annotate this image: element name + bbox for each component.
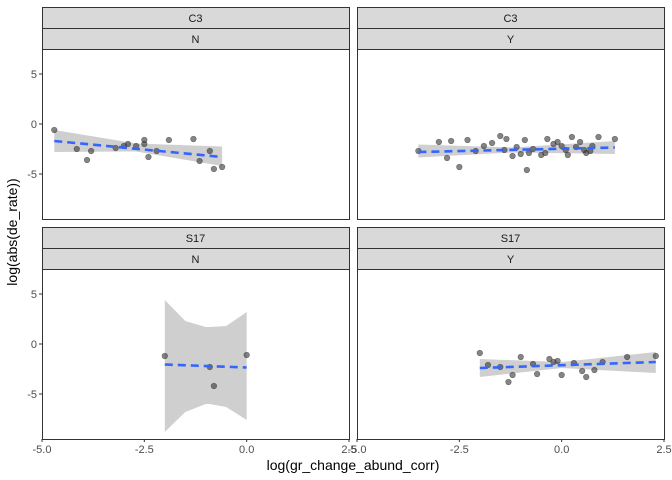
data-point [484, 361, 492, 369]
data-point [448, 137, 455, 145]
data-point [141, 136, 148, 144]
facet-strip-label: C3 [188, 13, 202, 25]
data-point [554, 357, 561, 365]
facet-panel: C3 N -5 0 5 [27, 7, 350, 220]
data-point [51, 126, 58, 134]
panel-border [357, 49, 665, 220]
plot-area [357, 269, 665, 440]
data-point [611, 135, 618, 143]
y-tick-label: -5 [27, 389, 37, 401]
data-point [521, 136, 528, 144]
data-point [190, 135, 197, 143]
fit-line [418, 146, 615, 154]
x-axis-title: log(gr_change_abund_corr) [267, 457, 440, 473]
panel-border [42, 269, 350, 440]
data-point [456, 163, 463, 171]
data-point [564, 151, 571, 159]
data-point [443, 154, 451, 162]
data-point [595, 133, 602, 141]
y-tick-label: 5 [31, 289, 37, 301]
data-point [523, 166, 530, 174]
data-point [464, 136, 471, 144]
data-point [83, 156, 91, 164]
panel-border [42, 49, 350, 220]
facet-strip-label: S17 [501, 233, 521, 245]
data-point [652, 352, 659, 360]
data-point [517, 150, 524, 158]
data-point [210, 382, 218, 390]
facet-strip-label: C3 [503, 13, 517, 25]
data-point [624, 353, 631, 361]
y-tick-label: -5 [27, 169, 37, 181]
data-point [509, 371, 516, 379]
x-tick-label: 2.5 [341, 444, 356, 456]
data-point [488, 139, 496, 147]
data-point [554, 138, 561, 146]
data-point [544, 135, 551, 143]
facet-panel: C3 Y [357, 7, 665, 220]
data-point [517, 353, 524, 361]
y-tick-label: 0 [31, 339, 37, 351]
data-point [583, 373, 590, 381]
x-tick-label: -2.5 [450, 444, 469, 456]
data-point [529, 145, 537, 153]
x-tick-label: 0.0 [239, 444, 254, 456]
data-point [542, 149, 549, 157]
data-point [591, 366, 598, 374]
fit-line [54, 139, 223, 159]
data-point [219, 163, 226, 171]
data-point [579, 367, 586, 375]
data-point [145, 153, 152, 161]
facet-strip-label: N [192, 34, 200, 46]
data-point [534, 370, 541, 378]
facet-strip-label: Y [507, 34, 515, 46]
x-tick-label: -5.0 [348, 444, 367, 456]
y-axis-title: log(abs(de_rate)) [4, 178, 20, 285]
facet-strip-label: S17 [186, 233, 206, 245]
data-point [124, 140, 132, 148]
data-point [480, 142, 487, 150]
data-point [497, 132, 504, 140]
x-tick-label: 2.5 [656, 444, 671, 456]
facet-panel: S17 N -5 0 5 -5.0 -2.5 0.0 2.5 [27, 227, 357, 456]
fit-line [164, 363, 247, 369]
data-point [73, 145, 80, 153]
data-point [210, 165, 218, 173]
panel-border [357, 269, 665, 440]
y-tick-label: 0 [31, 119, 37, 131]
data-point [509, 152, 516, 160]
plot-area [357, 49, 665, 220]
data-point [435, 138, 442, 146]
data-point [503, 135, 510, 143]
facet-panel: S17 Y -5.0 -2.5 0.0 2.5 [348, 227, 672, 456]
x-tick-label: -2.5 [135, 444, 154, 456]
data-point [165, 136, 172, 144]
data-point [243, 351, 250, 359]
facet-strip-label: N [192, 254, 200, 266]
x-tick-label: -5.0 [33, 444, 52, 456]
data-point [558, 371, 565, 379]
fit-line [479, 360, 656, 370]
data-point [161, 352, 168, 360]
data-point [546, 355, 553, 363]
panels-layer: C3 N -5 0 5 C3 Y S17 N -5 0 5 -5.0 -2.5 0.0 2.5 S17 Y -5.0… [27, 7, 672, 456]
facet-strip-label: Y [507, 254, 515, 266]
confidence-band [479, 352, 656, 377]
data-point [576, 138, 584, 146]
data-point [505, 378, 512, 386]
data-point [476, 349, 483, 357]
data-point [206, 147, 213, 155]
x-tick-label: 0.0 [554, 444, 569, 456]
data-point [112, 144, 119, 152]
data-point [196, 157, 203, 165]
y-tick-label: 5 [31, 69, 37, 81]
data-point [88, 147, 95, 155]
data-point [568, 133, 576, 141]
plot-area [42, 49, 350, 220]
